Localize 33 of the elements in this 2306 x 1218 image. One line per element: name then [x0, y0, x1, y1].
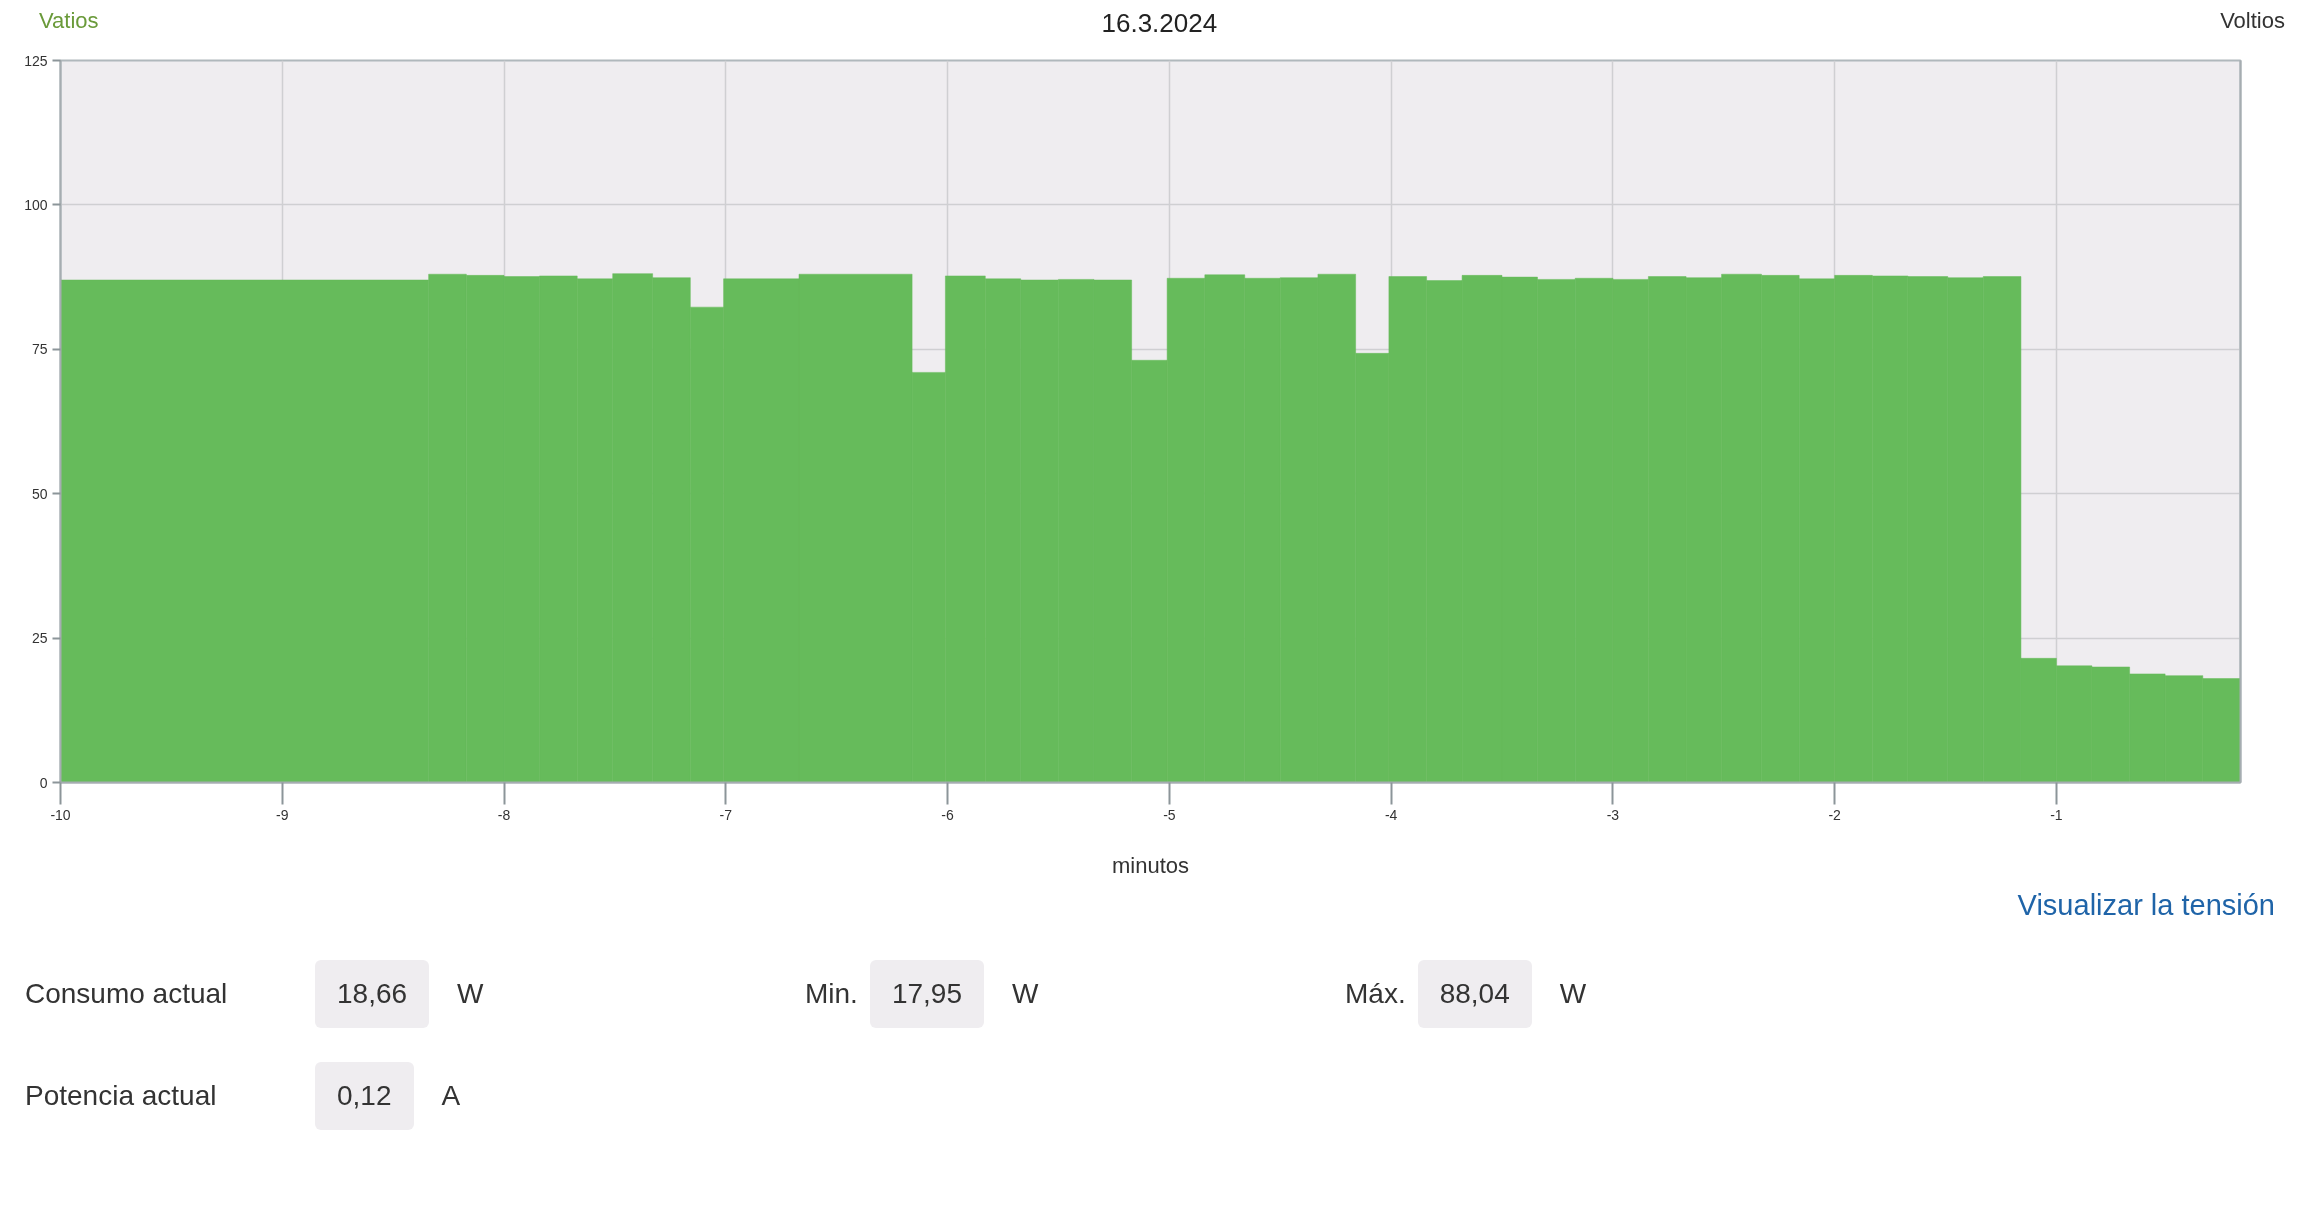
text: W — [1559, 977, 1587, 1012]
y-axis-title: Vatios — [38, 7, 99, 35]
text: Máx. — [1345, 977, 1406, 1012]
text: Consumo actual — [25, 977, 229, 1012]
x-tick-label: -5 — [1163, 806, 1176, 823]
x-tick-label: -7 — [719, 806, 733, 823]
y-tick-label: 75 — [31, 341, 48, 358]
text: Min. — [805, 977, 858, 1012]
x-tick-label: -9 — [276, 806, 289, 823]
text: W — [1011, 977, 1039, 1012]
y-tick-label: 25 — [31, 630, 48, 647]
x-tick-label: -8 — [497, 806, 511, 823]
text: 88,04 — [1417, 960, 1532, 1029]
text: 18,66 — [315, 960, 430, 1029]
text: Visualizar la tensión — [2016, 888, 2276, 923]
text: A — [441, 1079, 461, 1114]
x-tick-label: -2 — [1828, 806, 1842, 823]
text: Potencia actual — [25, 1079, 218, 1114]
y-tick-label: 0 — [39, 774, 48, 791]
x-tick-label: -10 — [50, 806, 71, 823]
y2-axis-title: Voltios — [2220, 7, 2285, 35]
y-tick-label: 50 — [31, 485, 48, 502]
x-tick-label: -6 — [941, 806, 955, 823]
x-tick-label: -1 — [2050, 806, 2063, 823]
text: 0,12 — [315, 1062, 414, 1131]
y-tick-label: 125 — [24, 52, 48, 69]
x-axis-title: minutos — [1111, 852, 1190, 878]
x-tick-label: -3 — [1606, 806, 1620, 823]
text: 17,95 — [869, 960, 984, 1029]
x-tick-label: -4 — [1384, 806, 1398, 823]
text: W — [457, 977, 484, 1012]
y-tick-label: 100 — [24, 196, 48, 213]
chart-title: 16.3.2024 — [1101, 7, 1218, 40]
